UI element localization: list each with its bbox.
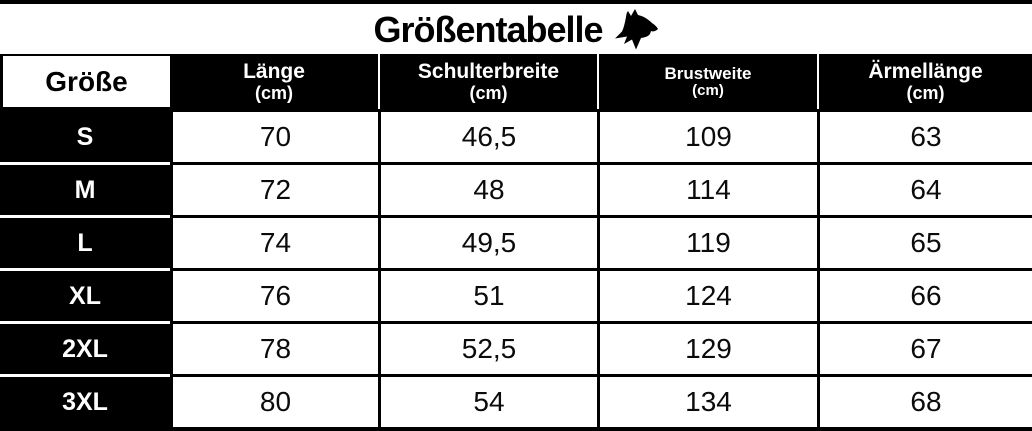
column-header-laenge: Länge (cm)	[170, 54, 378, 109]
column-unit: (cm)	[469, 83, 508, 104]
table-row: 2XL 78 52,5 129 67	[0, 321, 1032, 374]
column-label: Länge	[243, 59, 305, 83]
value-cell: 49,5	[378, 215, 597, 268]
table-row: L 74 49,5 119 65	[0, 215, 1032, 268]
value-cell: 129	[597, 321, 817, 374]
column-label: Brustweite	[664, 63, 752, 83]
table-body: S 70 46,5 109 63 M 72 48 114 64 L 74 49,5 119 65 XL 76 51…	[0, 109, 1032, 427]
table-row: 3XL 80 54 134 68	[0, 374, 1032, 427]
value-cell: 109	[597, 109, 817, 162]
column-unit: (cm)	[254, 83, 293, 104]
value-cell: 76	[170, 268, 378, 321]
value-cell: 124	[597, 268, 817, 321]
value-cell: 65	[817, 215, 1032, 268]
value-cell: 72	[170, 162, 378, 215]
size-label: XL	[0, 268, 170, 321]
value-cell: 52,5	[378, 321, 597, 374]
table-row: XL 76 51 124 66	[0, 268, 1032, 321]
value-cell: 74	[170, 215, 378, 268]
column-label: Schulterbreite	[417, 59, 560, 83]
size-label: S	[0, 109, 170, 162]
value-cell: 67	[817, 321, 1032, 374]
size-label: 2XL	[0, 321, 170, 374]
page-title: Größentabelle	[373, 9, 603, 50]
header-row: Größe Länge (cm) Schulterbreite (cm) Brustwei…	[0, 54, 1032, 109]
size-label: L	[0, 215, 170, 268]
table-row: S 70 46,5 109 63	[0, 109, 1032, 162]
title-row: Größentabelle	[0, 4, 1032, 54]
value-cell: 48	[378, 162, 597, 215]
value-cell: 64	[817, 162, 1032, 215]
value-cell: 51	[378, 268, 597, 321]
value-cell: 78	[170, 321, 378, 374]
value-cell: 80	[170, 374, 378, 427]
table-row: M 72 48 114 64	[0, 162, 1032, 215]
size-label: 3XL	[0, 374, 170, 427]
value-cell: 134	[597, 374, 817, 427]
value-cell: 119	[597, 215, 817, 268]
value-cell: 66	[817, 268, 1032, 321]
value-cell: 114	[597, 162, 817, 215]
top-border	[0, 0, 1032, 4]
column-header-groesse: Größe	[0, 54, 170, 109]
column-label: Ärmellänge	[868, 59, 983, 83]
column-header-brustweite: Brustweite (cm)	[597, 54, 817, 109]
value-cell: 63	[817, 109, 1032, 162]
size-label: M	[0, 162, 170, 215]
column-unit: (cm)	[906, 83, 945, 104]
bottom-border	[0, 427, 1032, 431]
column-header-schulterbreite: Schulterbreite (cm)	[378, 54, 597, 109]
value-cell: 46,5	[378, 109, 597, 162]
column-unit: (cm)	[692, 81, 724, 99]
value-cell: 68	[817, 374, 1032, 427]
horse-head-icon	[614, 8, 659, 50]
column-header-aermellaenge: Ärmellänge (cm)	[817, 54, 1032, 109]
column-label: Größe	[45, 65, 128, 97]
value-cell: 54	[378, 374, 597, 427]
value-cell: 70	[170, 109, 378, 162]
